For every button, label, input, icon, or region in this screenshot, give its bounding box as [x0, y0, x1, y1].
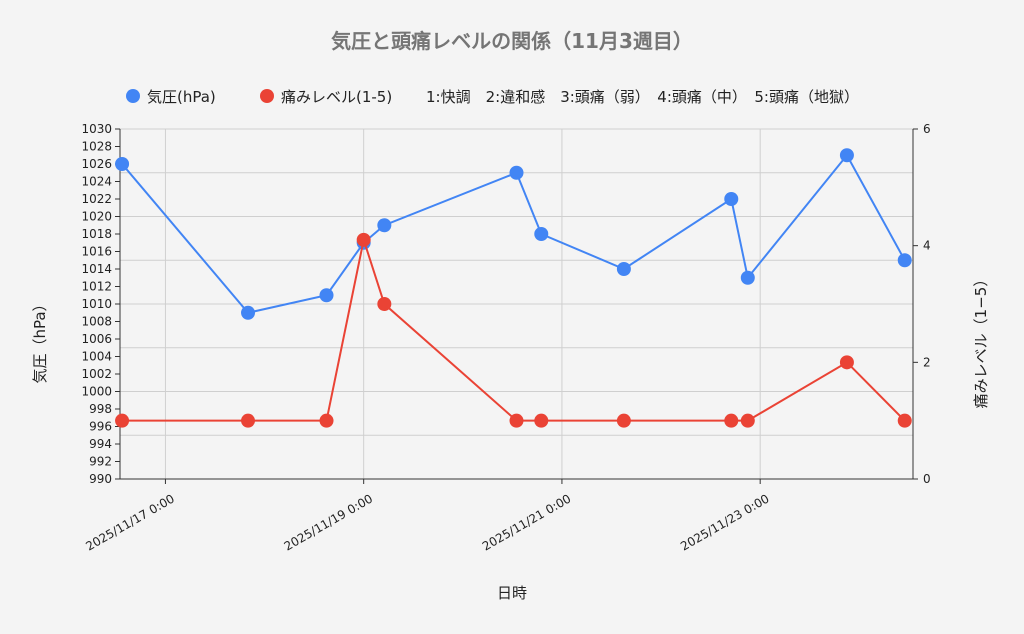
y-left-tick-label: 1024 [81, 175, 112, 189]
series-line-1 [122, 235, 906, 422]
y-left-tick-label: 1010 [81, 297, 112, 311]
x-tick-label: 2025/11/21 0:00 [480, 491, 574, 553]
y-left-tick-label: 1006 [81, 332, 112, 346]
x-tick-label: 2025/11/17 0:00 [83, 491, 177, 553]
legend-swatch-pain [260, 89, 274, 103]
data-point-1 [724, 413, 739, 428]
chart-title: 気圧と頭痛レベルの関係（11月3週目） [331, 29, 693, 53]
y-left-tick-label: 996 [89, 420, 112, 434]
grid [120, 128, 913, 480]
y-left-axis-title: 気圧（hPa） [31, 296, 49, 383]
y-left-tick-label: 992 [89, 455, 112, 469]
y-right-tick-label: 4 [923, 239, 931, 253]
y-left-tick-label: 1030 [81, 122, 112, 136]
data-point-1 [839, 355, 854, 370]
legend-note: 1:快調 2:違和感 3:頭痛（弱） 4:頭痛（中） 5:頭痛（地獄） [426, 88, 859, 106]
y-left-tick-label: 994 [89, 437, 112, 451]
y-right-tick-label: 2 [923, 355, 931, 369]
y-right-tick-label: 6 [923, 122, 931, 136]
series-line-0 [121, 153, 906, 314]
data-point-1 [377, 297, 392, 311]
data-point-1 [241, 413, 256, 428]
data-point-0 [534, 227, 549, 241]
y-left-tick-label: 1026 [81, 157, 112, 171]
y-left-tick-label: 998 [89, 402, 112, 416]
data-point-1 [740, 413, 755, 428]
legend: 気圧(hPa) 痛みレベル(1-5) 1:快調 2:違和感 3:頭痛（弱） 4:… [126, 88, 859, 106]
data-point-1 [509, 413, 524, 428]
data-point-0 [724, 192, 739, 206]
y-left-tick-label: 1014 [81, 262, 112, 276]
legend-label-pain: 痛みレベル(1-5) [281, 88, 392, 106]
y-left-tick-label: 990 [89, 472, 112, 486]
y-left-tick-label: 1002 [81, 367, 112, 381]
axes: 990 992 994 996 998 1000 1002 1004 1006 1008 1010 1… [81, 122, 930, 554]
data-point-1 [356, 232, 371, 247]
data-point-0 [897, 253, 912, 268]
y-left-tick-label: 1028 [81, 140, 112, 154]
y-left-tick-label: 1022 [81, 192, 112, 206]
x-tick-label: 2025/11/23 0:00 [678, 491, 772, 553]
data-point-0 [115, 157, 130, 171]
y-left-tick-label: 1000 [81, 385, 112, 399]
y-left-tick-label: 1016 [81, 245, 112, 259]
x-axis-title: 日時 [497, 584, 527, 602]
y-left-tick-label: 1012 [81, 280, 112, 294]
y-left-tick-label: 1018 [81, 227, 112, 241]
data-point-1 [897, 413, 912, 428]
data-point-0 [509, 165, 524, 180]
y-left-tick-label: 1004 [81, 350, 112, 364]
legend-swatch-pressure [126, 89, 140, 103]
y-right-tick-label: 0 [923, 472, 931, 486]
data-point-1 [115, 413, 130, 428]
data-point-1 [616, 413, 631, 428]
data-point-0 [241, 305, 256, 320]
data-point-0 [319, 288, 334, 303]
data-point-0 [616, 262, 631, 276]
legend-label-pressure: 気圧(hPa) [147, 88, 216, 106]
data-point-1 [534, 413, 549, 428]
y-left-tick-label: 1008 [81, 315, 112, 329]
data-point-0 [377, 218, 392, 233]
data-point-0 [740, 270, 755, 285]
y-right-axis-title: 痛みレベル（1−5） [972, 272, 990, 409]
y-left-tick-label: 1020 [81, 210, 112, 224]
data-point-0 [839, 148, 854, 163]
x-tick-label: 2025/11/19 0:00 [282, 491, 376, 553]
data-point-1 [319, 413, 334, 428]
plot-area [115, 148, 912, 428]
